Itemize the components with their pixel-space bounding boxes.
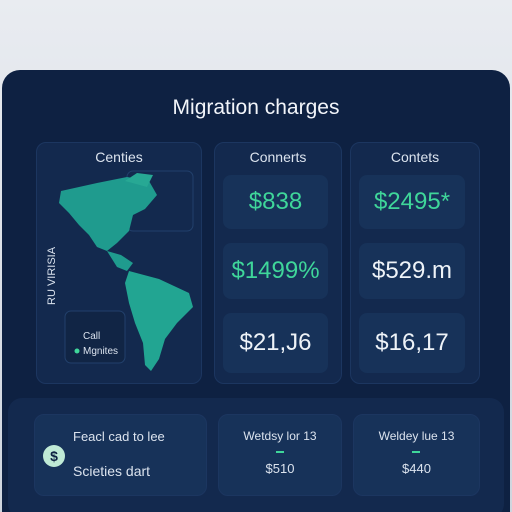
card-value: $440 bbox=[402, 461, 431, 476]
legend-item: Call bbox=[83, 331, 100, 342]
footer-card: Wetdsy lor 13 $510 bbox=[218, 414, 342, 496]
divider bbox=[412, 451, 420, 453]
card-title: Weldey lue 13 bbox=[378, 429, 455, 443]
footer-card: Feacl cad to lee $ Scieties dart bbox=[34, 414, 207, 496]
side-label: RU VIRISIA bbox=[46, 246, 58, 305]
value-cell: $2495* bbox=[359, 175, 465, 229]
value-cell: $1499% bbox=[223, 243, 328, 299]
legend-box bbox=[64, 310, 126, 364]
divider bbox=[276, 451, 284, 453]
card-text: Scieties dart bbox=[73, 463, 151, 479]
north-america bbox=[59, 177, 157, 251]
value-cell: $838 bbox=[223, 175, 328, 229]
central-america bbox=[107, 251, 133, 271]
column-panel: Connerts $838 $1499% $21,J6 bbox=[214, 142, 342, 384]
dollar-icon: $ bbox=[43, 445, 65, 467]
value-cell: $529.m bbox=[359, 243, 465, 299]
column-panel: Contets $2495* $529.m $16,17 bbox=[350, 142, 480, 384]
legend-dot bbox=[74, 348, 80, 354]
column-heading: Connerts bbox=[249, 149, 307, 165]
south-america bbox=[125, 271, 193, 371]
title: Migration charges bbox=[172, 96, 340, 119]
map-panel: Centies Call Mgnites RU VIRISIA bbox=[36, 142, 202, 384]
greenland bbox=[125, 173, 153, 187]
column-heading: Contets bbox=[390, 149, 440, 165]
footer-card: Weldey lue 13 $440 bbox=[353, 414, 480, 496]
map: Call Mgnites RU VIRISIA bbox=[46, 170, 194, 371]
value-cell: $16,17 bbox=[359, 313, 465, 373]
column-heading: Centies bbox=[95, 149, 143, 165]
legend-item: Mgnites bbox=[83, 346, 118, 357]
card-title: Wetdsy lor 13 bbox=[243, 429, 317, 443]
card-title: Feacl cad to lee bbox=[73, 429, 165, 444]
value-cell: $21,J6 bbox=[223, 313, 328, 373]
card-value: $510 bbox=[265, 461, 295, 476]
